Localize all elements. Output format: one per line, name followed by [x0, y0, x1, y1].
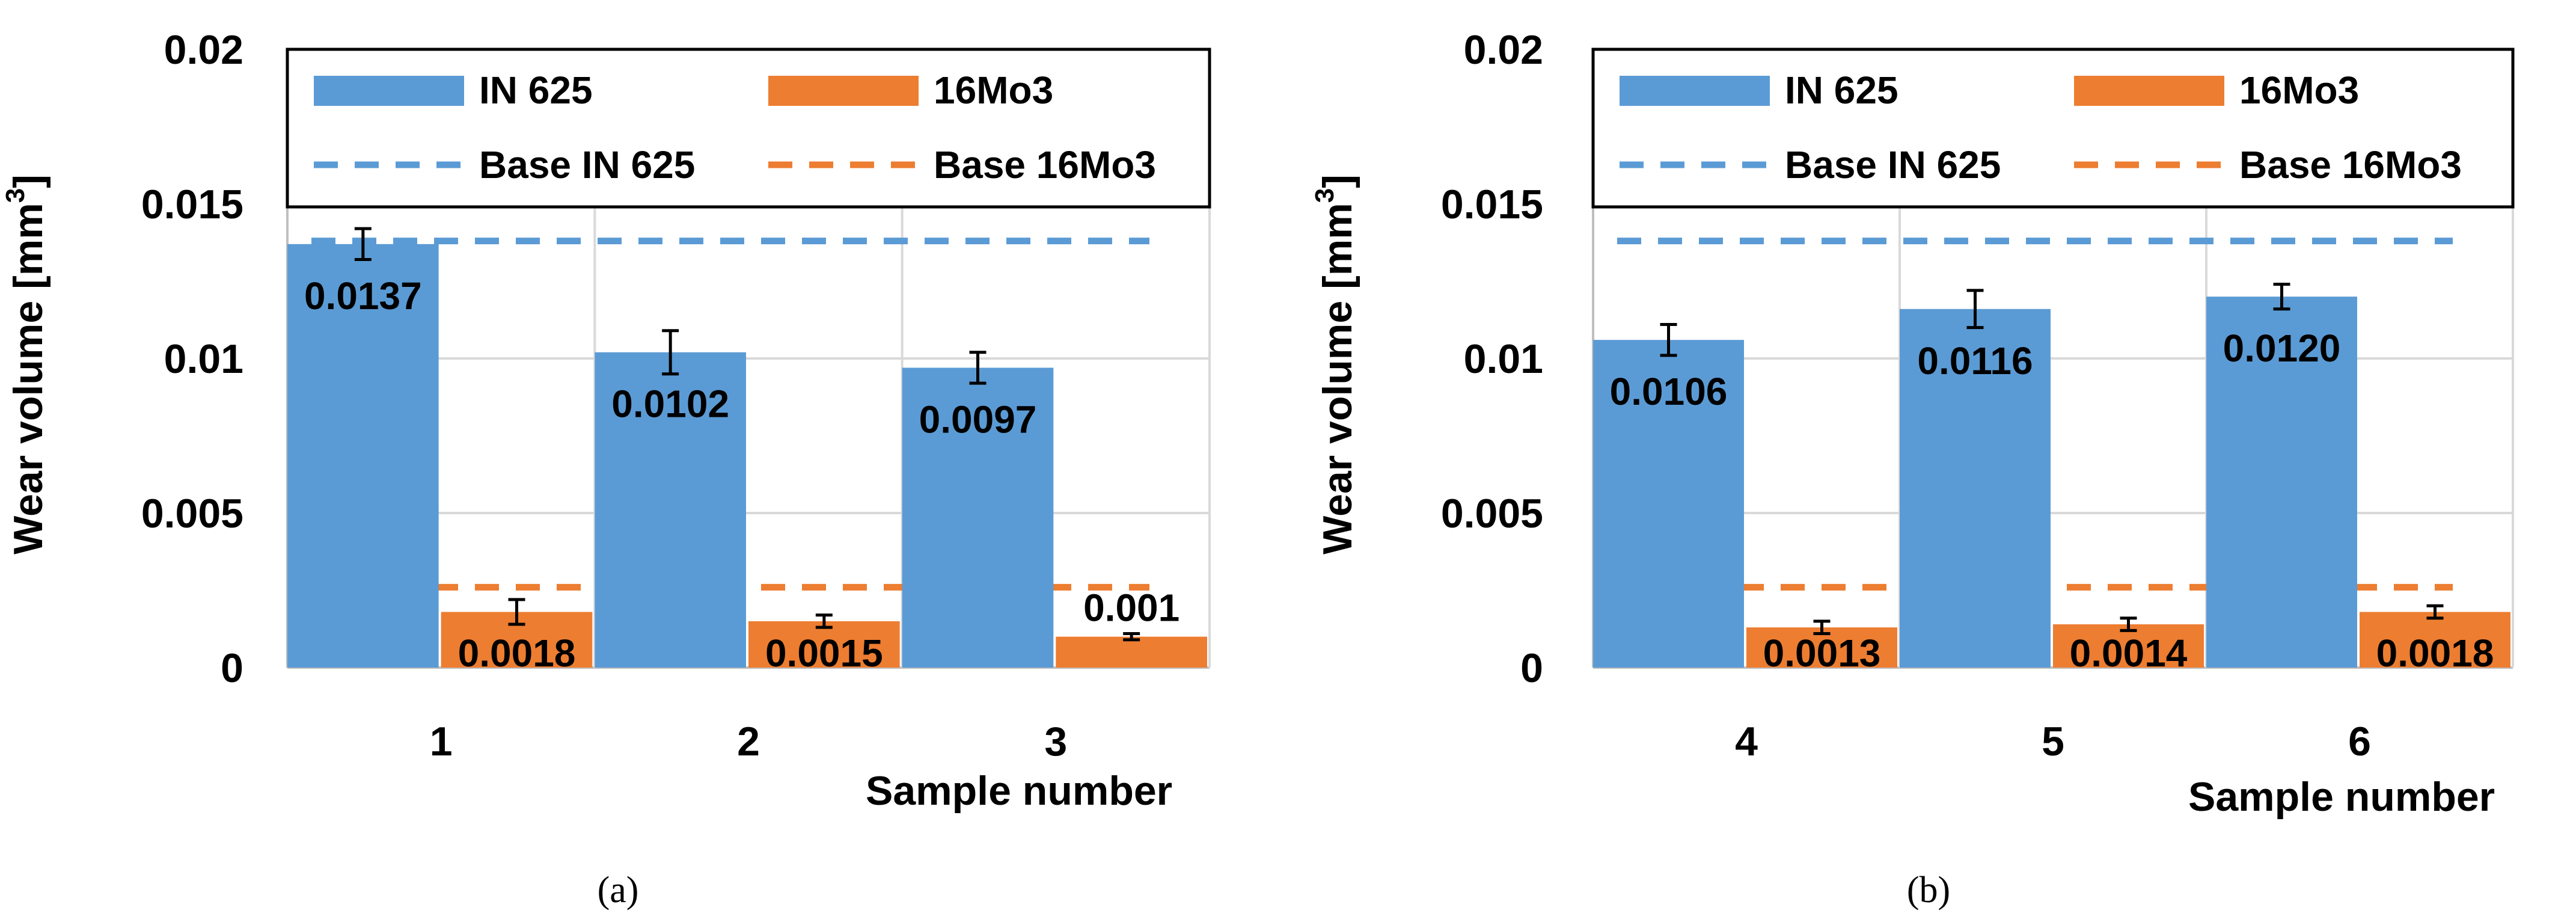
bar-16mo3	[748, 621, 900, 668]
data-label: 0.0018	[458, 632, 576, 675]
y-tick-label: 0.02	[1464, 27, 1543, 73]
x-tick-label: 4	[1735, 719, 1758, 764]
data-label: 0.0013	[1763, 632, 1881, 675]
data-label: 0.0015	[765, 632, 883, 675]
data-label: 0.0120	[2223, 327, 2341, 370]
legend-label-in625: IN 625	[479, 69, 593, 112]
legend-swatch-16mo3	[2074, 76, 2224, 106]
y-axis-title-superscript: 3	[1310, 188, 1339, 203]
data-label: 0.0018	[2376, 632, 2494, 675]
chart-panel-b: 0 0.005 0.01 0.015 0.02 0.0106 0.0013 4 0.0116 0.…	[1310, 27, 2515, 911]
bar-in625	[2206, 297, 2357, 668]
legend-label-base-16mo3: Base 16Mo3	[934, 143, 1156, 186]
chart-panel-a: 0 0.005 0.01 0.015 0.02 0.0137 0.0018 1 0.0102 0.…	[1, 27, 1211, 911]
y-tick-label: 0	[1520, 645, 1543, 691]
bar-in625	[595, 352, 746, 668]
legend-swatch-in625	[314, 76, 464, 106]
y-axis-title: Wear volume [mm3]	[1, 174, 51, 555]
x-tick-label: 1	[430, 719, 453, 764]
legend-swatch-16mo3	[768, 76, 919, 106]
bar-16mo3	[1056, 636, 1207, 668]
y-tick-label: 0.01	[164, 336, 243, 382]
panel-caption: (a)	[598, 870, 639, 911]
data-label: 0.0097	[919, 398, 1037, 441]
data-label: 0.0116	[1917, 339, 2033, 383]
legend-swatch-in625	[1620, 76, 1770, 106]
bar-16mo3	[2360, 612, 2510, 668]
y-tick-label: 0	[221, 645, 243, 691]
x-tick-label: 3	[1044, 719, 1067, 764]
y-axis-title: Wear volume [mm3]	[1310, 174, 1360, 555]
y-axis-title-end: ]	[5, 174, 51, 188]
legend-label-in625: IN 625	[1785, 69, 1898, 112]
y-tick-label: 0.005	[1441, 491, 1543, 536]
x-axis-title: Sample number	[866, 768, 1172, 814]
legend-label-16mo3: 16Mo3	[2239, 69, 2359, 112]
legend-label-base-in625: Base IN 625	[479, 143, 695, 186]
y-tick-label: 0.02	[164, 27, 243, 73]
bar-in625	[902, 367, 1054, 668]
legend-label-base-in625: Base IN 625	[1785, 143, 2001, 186]
y-axis-title-superscript: 3	[1, 188, 30, 203]
y-tick-label: 0.015	[141, 182, 243, 227]
y-axis-title-text: Wear volume [mm	[5, 203, 51, 554]
x-tick-label: 2	[737, 719, 760, 764]
x-tick-label: 5	[2042, 719, 2064, 764]
panel-caption: (b)	[1907, 870, 1950, 911]
bar-in625	[1593, 340, 1744, 668]
legend-box	[1591, 48, 2515, 209]
x-tick-label: 6	[2348, 719, 2371, 764]
y-tick-label: 0.015	[1441, 182, 1543, 227]
y-axis-title-text: Wear volume [mm	[1315, 203, 1360, 554]
data-label: 0.0106	[1610, 370, 1728, 413]
legend-box	[286, 48, 1211, 209]
data-label: 0.0102	[611, 383, 729, 426]
bar-in625	[287, 244, 439, 668]
y-tick-label: 0.005	[141, 491, 243, 536]
y-axis-title-end: ]	[1315, 174, 1360, 188]
data-label: 0.0014	[2070, 632, 2188, 675]
data-label: 0.001	[1083, 586, 1179, 630]
legend-label-16mo3: 16Mo3	[934, 69, 1053, 112]
data-label: 0.0137	[304, 274, 422, 318]
bar-in625	[1900, 309, 2051, 668]
legend-label-base-16mo3: Base 16Mo3	[2239, 143, 2462, 186]
y-tick-label: 0.01	[1464, 336, 1543, 382]
x-axis-title: Sample number	[2188, 774, 2495, 820]
